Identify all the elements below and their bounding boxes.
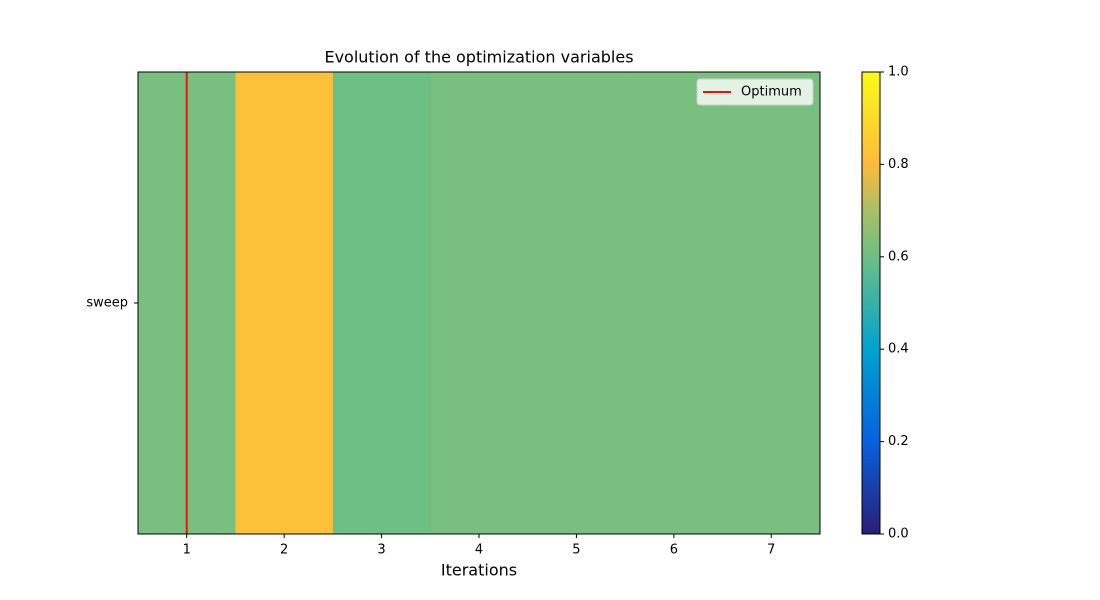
colorbar-tick-label: 0.8 xyxy=(888,157,909,172)
x-tick-label: 4 xyxy=(475,543,483,558)
heatmap-cell xyxy=(722,72,821,534)
x-tick-label: 6 xyxy=(670,543,678,558)
colorbar-tick-label: 1.0 xyxy=(888,65,909,80)
colorbar-tick-label: 0.0 xyxy=(888,527,909,542)
x-tick-label: 2 xyxy=(280,543,288,558)
heatmap-cell xyxy=(527,72,626,534)
heatmap-cell xyxy=(625,72,724,534)
heatmap-cell xyxy=(430,72,529,534)
heatmap-cell xyxy=(332,72,431,534)
x-axis-label: Iterations xyxy=(441,561,517,580)
x-tick-label: 7 xyxy=(767,543,775,558)
colorbar-tick-label: 0.6 xyxy=(888,249,909,264)
chart-title: Evolution of the optimization variables xyxy=(324,48,633,67)
colorbar-tick-label: 0.2 xyxy=(888,434,909,449)
x-tick-label: 5 xyxy=(572,543,580,558)
legend-label: Optimum xyxy=(741,85,802,100)
x-tick-label: 3 xyxy=(377,543,385,558)
heatmap-cell xyxy=(235,72,334,534)
colorbar xyxy=(861,71,881,535)
legend-box xyxy=(696,78,814,106)
colorbar-tick-label: 0.4 xyxy=(888,342,909,357)
x-tick-label: 1 xyxy=(183,543,191,558)
y-tick-label: sweep xyxy=(86,296,128,311)
